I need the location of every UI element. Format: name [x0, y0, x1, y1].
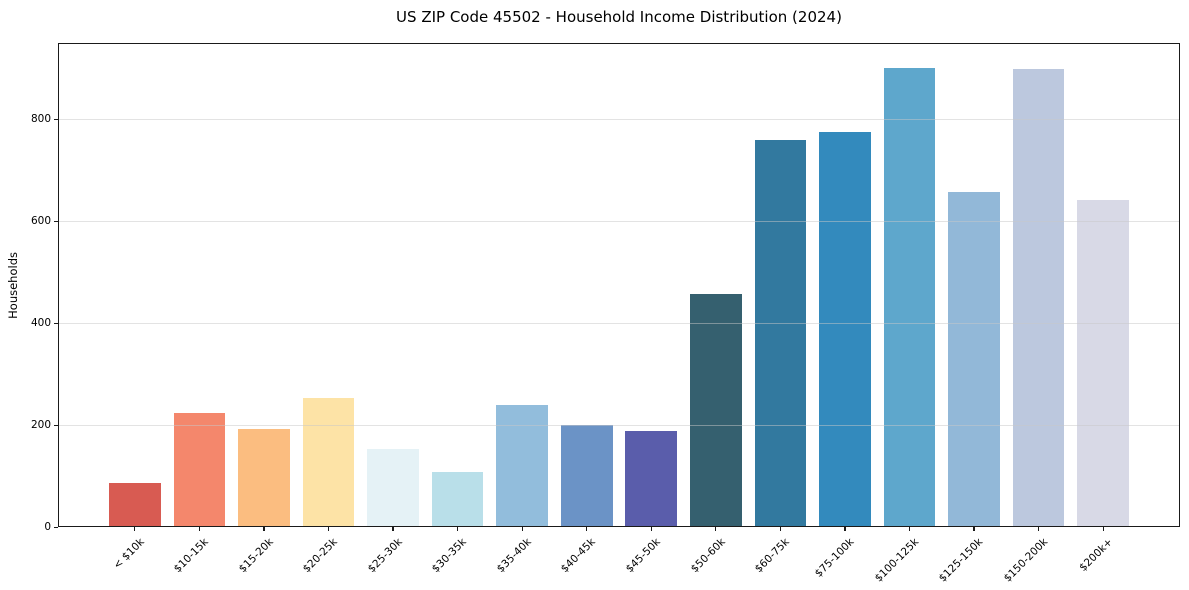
x-tick-label-$40-45k: $40-45k [559, 536, 599, 576]
gridline-y-600 [58, 220, 1180, 222]
gridline-y-800 [58, 118, 1180, 120]
x-tick-mark [973, 527, 975, 531]
x-tick-label-$15-20k: $15-20k [236, 536, 276, 576]
bar-$35-40k [496, 405, 548, 527]
x-tick-label-$200k+: $200k+ [1076, 536, 1115, 574]
y-tick-label-200: 200 [30, 419, 51, 432]
x-tick-mark [134, 527, 136, 531]
bar-$25-30k [367, 449, 419, 527]
bar-$100-125k [883, 67, 936, 527]
x-tick-label-$25-30k: $25-30k [365, 536, 405, 576]
x-tick-mark [779, 527, 781, 531]
x-tick-mark [908, 527, 911, 531]
y-tick-mark [54, 322, 58, 324]
bar-$50-60k [690, 293, 742, 527]
bar-< $10k [109, 483, 161, 527]
bar-$40-45k [560, 425, 613, 527]
y-tick-label-0: 0 [44, 521, 51, 533]
x-tick-label-$45-50k: $45-50k [623, 536, 663, 576]
bar-$10-15k [173, 412, 226, 527]
y-tick-mark [54, 118, 58, 121]
gridline-y-200 [58, 424, 1180, 426]
x-tick-label-$125-150k: $125-150k [937, 536, 986, 585]
x-tick-mark [327, 527, 330, 531]
x-tick-label-$50-60k: $50-60k [688, 536, 728, 576]
x-tick-mark [715, 527, 717, 531]
y-tick-label-400: 400 [30, 317, 51, 330]
bar-$125-150k [948, 192, 1000, 527]
x-tick-mark [586, 527, 588, 531]
x-tick-mark [1038, 527, 1040, 531]
x-tick-label-$10-15k: $10-15k [171, 536, 211, 576]
bar-$200k+ [1077, 200, 1129, 527]
bar-$30-35k [431, 471, 484, 527]
y-axis-label: Households [6, 251, 20, 319]
chart-title: US ZIP Code 45502 - Household Income Dis… [396, 8, 842, 26]
y-tick-mark [54, 526, 58, 528]
x-tick-label-$35-40k: $35-40k [494, 536, 534, 576]
x-tick-label-$150-200k: $150-200k [1001, 536, 1051, 585]
bar-$150-200k [1012, 69, 1065, 527]
x-tick-mark [650, 527, 652, 531]
y-tick-mark [54, 220, 58, 222]
y-tick-label-600: 600 [30, 215, 51, 228]
x-tick-label-< $10k: < $10k [110, 536, 147, 572]
x-tick-mark [521, 527, 523, 531]
plot-border [58, 43, 1180, 527]
x-tick-mark [198, 527, 200, 531]
x-tick-mark [392, 527, 394, 531]
x-tick-label-$60-75k: $60-75k [752, 536, 792, 576]
x-tick-label-$30-35k: $30-35k [429, 536, 470, 576]
bar-$20-25k [302, 398, 355, 527]
x-tick-label-$75-100k: $75-100k [812, 536, 857, 580]
x-tick-mark [844, 527, 846, 531]
bar-$15-20k [238, 429, 290, 527]
x-tick-label-$100-125k: $100-125k [872, 536, 921, 585]
y-tick-mark [54, 424, 58, 426]
x-tick-label-$20-25k: $20-25k [300, 536, 340, 576]
bar-$45-50k [625, 431, 678, 527]
x-tick-mark [1102, 527, 1104, 531]
x-tick-mark [457, 527, 459, 531]
bar-$60-75k [754, 140, 807, 527]
gridline-y-400 [58, 322, 1180, 324]
y-tick-label-800: 800 [30, 113, 51, 126]
bar-$75-100k [819, 131, 871, 527]
x-tick-mark [263, 527, 265, 531]
